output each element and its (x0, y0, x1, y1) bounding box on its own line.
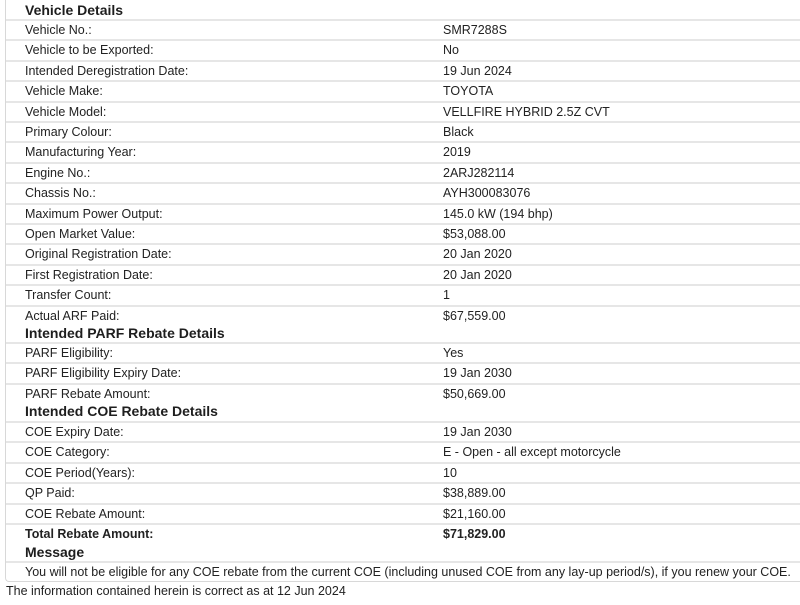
row-label: PARF Eligibility: (25, 346, 113, 360)
row-value: 1 (443, 288, 450, 303)
detail-row: Manufacturing Year: 2019 (6, 141, 800, 161)
row-label: Engine No.: (25, 165, 91, 180)
detail-row: Vehicle No.: SMR7288S (6, 19, 800, 39)
row-value: $50,669.00 (443, 386, 506, 401)
row-value: 145.0 kW (194 bhp) (443, 206, 553, 221)
row-label: PARF Eligibility Expiry Date: (25, 366, 182, 381)
message-heading: Message (25, 544, 85, 560)
row-label: Vehicle to be Exported: (25, 43, 154, 58)
message-row: You will not be eligible for any COE reb… (6, 561, 800, 581)
row-label: Intended Deregistration Date: (25, 63, 189, 78)
detail-row: Vehicle to be Exported: No (6, 39, 800, 59)
detail-row: PARF Eligibility Expiry Date: 19 Jan 2030 (6, 362, 800, 382)
detail-row: Original Registration Date: 20 Jan 2020 (6, 243, 800, 263)
detail-row: COE Category: E - Open - all except motor… (6, 441, 800, 461)
row-label: Vehicle No.: (25, 23, 92, 37)
row-label: Vehicle Make: (25, 84, 103, 99)
row-label: Primary Colour: (25, 125, 112, 139)
message-text: You will not be eligible for any COE reb… (25, 565, 791, 579)
row-value: Black (443, 125, 474, 139)
detail-row: PARF Eligibility: Yes (6, 342, 800, 362)
row-label: Chassis No.: (25, 186, 96, 201)
detail-row: COE Period(Years): 10 (6, 461, 800, 482)
parf-heading: Intended PARF Rebate Details (25, 325, 225, 341)
row-value: $67,559.00 (443, 308, 506, 323)
detail-row: Actual ARF Paid: $67,559.00 (6, 304, 800, 325)
row-label: Maximum Power Output: (25, 206, 163, 221)
row-value: 2019 (443, 145, 471, 160)
row-label: First Registration Date: (25, 267, 153, 282)
row-value: $71,829.00 (443, 527, 506, 541)
detail-row: Vehicle Make: TOYOTA (6, 80, 800, 100)
row-value: 19 Jan 2030 (443, 366, 512, 381)
row-value: SMR7288S (443, 23, 507, 37)
detail-row: Vehicle Model: VELLFIRE HYBRID 2.5Z CVT (6, 100, 800, 121)
row-label: Vehicle Model: (25, 104, 107, 119)
detail-row: Primary Colour: Black (6, 121, 800, 141)
row-label: Total Rebate Amount: (25, 527, 154, 541)
row-value: 20 Jan 2020 (443, 247, 512, 262)
row-value: 10 (443, 465, 457, 480)
row-value: 2ARJ282114 (443, 165, 515, 180)
row-label: Manufacturing Year: (25, 145, 137, 160)
row-value: AYH300083076 (443, 186, 531, 201)
row-label: Actual ARF Paid: (25, 308, 120, 323)
detail-row: Chassis No.: AYH300083076 (6, 182, 800, 202)
row-label: Original Registration Date: (25, 247, 172, 262)
detail-row: QP Paid: $38,889.00 (6, 482, 800, 502)
row-value: $21,160.00 (443, 506, 506, 521)
row-label: COE Rebate Amount: (25, 506, 146, 521)
row-value: No (443, 43, 459, 58)
detail-row: Intended Deregistration Date: 19 Jun 2024 (6, 59, 800, 80)
row-label: QP Paid: (25, 486, 75, 501)
detail-row: Total Rebate Amount: $71,829.00 (6, 523, 800, 543)
row-label: Transfer Count: (25, 288, 112, 303)
row-value: VELLFIRE HYBRID 2.5Z CVT (443, 104, 610, 119)
row-value: $53,088.00 (443, 227, 506, 241)
row-value: 20 Jan 2020 (443, 267, 512, 282)
detail-row: COE Expiry Date: 19 Jan 2030 (6, 421, 800, 441)
coe-heading: Intended COE Rebate Details (25, 403, 218, 419)
row-value: $38,889.00 (443, 486, 506, 501)
row-label: COE Category: (25, 445, 110, 460)
detail-row: Open Market Value: $53,088.00 (6, 223, 800, 243)
vehicle-details-heading: Vehicle Details (25, 2, 124, 18)
row-value: Yes (443, 346, 464, 360)
row-label: COE Expiry Date: (25, 425, 124, 439)
row-value: TOYOTA (443, 84, 494, 99)
detail-row: PARF Rebate Amount: $50,669.00 (6, 382, 800, 403)
row-value: 19 Jan 2030 (443, 425, 512, 439)
row-value: E - Open - all except motorcycle (443, 445, 621, 460)
details-panel: Vehicle Details Vehicle No.: SMR7288S Vehi… (5, 0, 800, 582)
detail-row: First Registration Date: 20 Jan 2020 (6, 263, 800, 284)
row-value: 19 Jun 2024 (443, 63, 512, 78)
detail-row: Engine No.: 2ARJ282114 (6, 161, 800, 182)
row-label: Open Market Value: (25, 227, 136, 241)
detail-row: Maximum Power Output: 145.0 kW (194 bhp) (6, 202, 800, 223)
detail-row: COE Rebate Amount: $21,160.00 (6, 502, 800, 523)
footer-note: The information contained herein is corr… (6, 584, 346, 598)
row-label: PARF Rebate Amount: (25, 386, 151, 401)
row-label: COE Period(Years): (25, 465, 135, 480)
detail-row: Transfer Count: 1 (6, 284, 800, 304)
